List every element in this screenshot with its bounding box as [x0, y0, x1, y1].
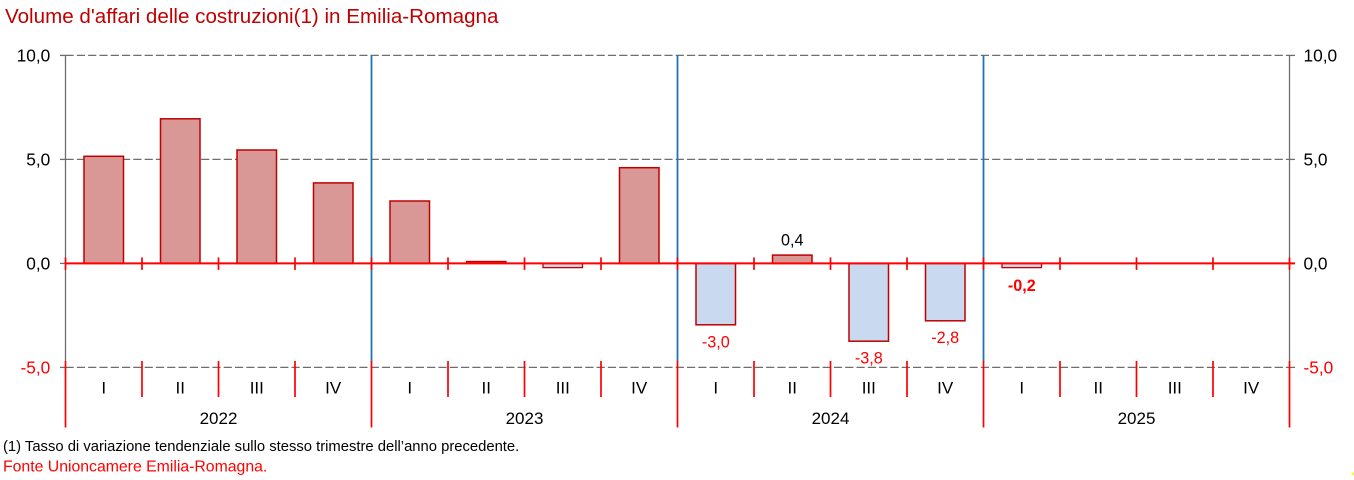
svg-text:2022: 2022: [200, 409, 238, 428]
svg-text:II: II: [175, 379, 184, 398]
svg-text:Fonte Unioncamere Emilia-Romag: Fonte Unioncamere Emilia-Romagna.: [3, 459, 267, 476]
svg-text:IV: IV: [631, 379, 648, 398]
svg-text:0,0: 0,0: [26, 254, 50, 274]
svg-text:I: I: [1019, 379, 1024, 398]
svg-text:(1) Tasso di variazione tenden: (1) Tasso di variazione tendenziale sull…: [3, 439, 519, 455]
svg-text:0,0: 0,0: [1304, 254, 1328, 274]
svg-text:-5,0: -5,0: [21, 358, 51, 378]
svg-text:10,0: 10,0: [1304, 46, 1338, 66]
svg-text:II: II: [481, 379, 490, 398]
svg-text:I: I: [101, 379, 106, 398]
svg-text:5,0: 5,0: [1304, 150, 1328, 170]
svg-text:10,0: 10,0: [17, 46, 51, 66]
svg-text:III: III: [556, 379, 570, 398]
svg-text:-2,8: -2,8: [931, 329, 959, 347]
svg-text:5,0: 5,0: [26, 150, 50, 170]
svg-text:II: II: [787, 379, 796, 398]
svg-text:III: III: [1168, 379, 1182, 398]
svg-text:-0,2: -0,2: [1008, 277, 1036, 295]
svg-text:-3,0: -3,0: [702, 334, 730, 352]
svg-text:2023: 2023: [506, 409, 544, 428]
svg-text:2024: 2024: [812, 409, 850, 428]
svg-text:-5,0: -5,0: [1304, 358, 1334, 378]
svg-text:II: II: [1093, 379, 1102, 398]
svg-text:IV: IV: [937, 379, 954, 398]
svg-text:IV: IV: [1243, 379, 1260, 398]
svg-text:I: I: [713, 379, 718, 398]
svg-text:Volume d'affari delle costruzi: Volume d'affari delle costruzioni(1) in …: [5, 5, 499, 28]
svg-text:0,4: 0,4: [781, 232, 804, 250]
svg-text:2025: 2025: [1118, 409, 1156, 428]
svg-text:-3,8: -3,8: [855, 350, 883, 368]
svg-text:III: III: [250, 379, 264, 398]
svg-text:I: I: [407, 379, 412, 398]
svg-text:III: III: [862, 379, 876, 398]
svg-text:IV: IV: [325, 379, 342, 398]
